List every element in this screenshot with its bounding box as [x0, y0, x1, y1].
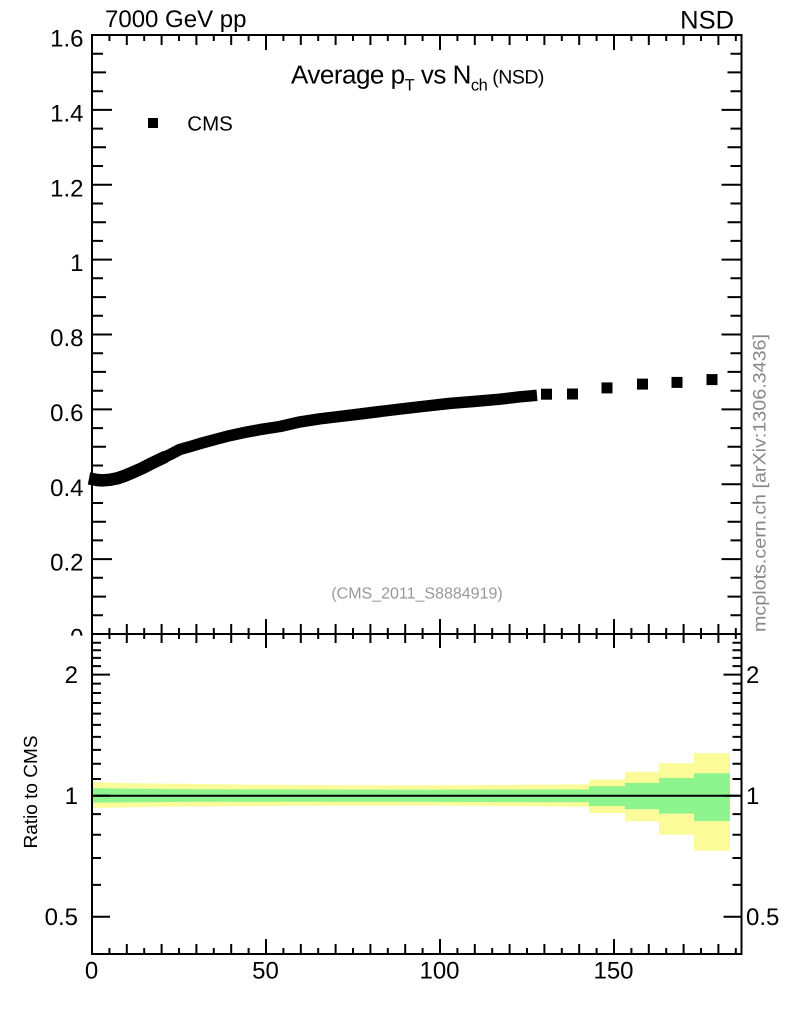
svg-text:1: 1: [65, 783, 78, 810]
svg-text:NSD: NSD: [680, 6, 734, 34]
svg-text:150: 150: [593, 957, 633, 984]
svg-text:2: 2: [746, 662, 759, 689]
svg-text:1: 1: [70, 250, 83, 277]
svg-text:7000 GeV pp: 7000 GeV pp: [105, 6, 246, 33]
svg-text:50: 50: [252, 957, 279, 984]
svg-text:1.4: 1.4: [50, 101, 83, 128]
svg-text:mcplots.cern.ch [arXiv:1306.34: mcplots.cern.ch [arXiv:1306.3436]: [750, 334, 770, 632]
svg-text:0.4: 0.4: [50, 475, 83, 502]
svg-text:2: 2: [65, 662, 78, 689]
svg-text:1.6: 1.6: [50, 26, 83, 53]
svg-text:0.5: 0.5: [45, 904, 78, 931]
svg-text:0.8: 0.8: [50, 325, 83, 352]
svg-text:0.5: 0.5: [746, 904, 779, 931]
svg-text:0: 0: [70, 625, 83, 652]
svg-text:1: 1: [746, 783, 759, 810]
svg-text:0: 0: [85, 957, 98, 984]
svg-text:1.2: 1.2: [50, 175, 83, 202]
svg-text:(CMS_2011_S8884919): (CMS_2011_S8884919): [331, 586, 502, 603]
svg-text:100: 100: [419, 957, 459, 984]
svg-text:0.2: 0.2: [50, 550, 83, 577]
svg-text:0.6: 0.6: [50, 400, 83, 427]
svg-text:Ratio to CMS: Ratio to CMS: [21, 736, 42, 849]
svg-text:CMS: CMS: [187, 112, 233, 135]
